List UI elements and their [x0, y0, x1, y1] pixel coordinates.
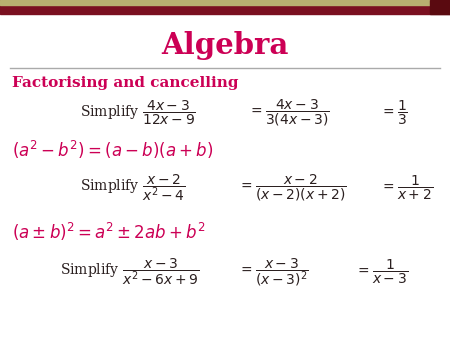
- Text: $=\dfrac{1}{3}$: $=\dfrac{1}{3}$: [380, 99, 408, 127]
- Text: $=\dfrac{1}{x+2}$: $=\dfrac{1}{x+2}$: [380, 174, 433, 202]
- Bar: [0, 0, 450, 5]
- Text: Factorising and cancelling: Factorising and cancelling: [12, 76, 238, 90]
- Text: $=\dfrac{1}{x-3}$: $=\dfrac{1}{x-3}$: [355, 258, 408, 286]
- Text: $(a \pm b)^2 = a^2 \pm 2ab + b^2$: $(a \pm b)^2 = a^2 \pm 2ab + b^2$: [12, 221, 206, 243]
- Bar: [0, 0, 450, 14]
- Text: Simplify $\dfrac{4x-3}{12x-9}$: Simplify $\dfrac{4x-3}{12x-9}$: [80, 99, 196, 127]
- Text: $=\dfrac{x-3}{(x-3)^2}$: $=\dfrac{x-3}{(x-3)^2}$: [238, 256, 309, 288]
- Text: Simplify $\dfrac{x-3}{x^2-6x+9}$: Simplify $\dfrac{x-3}{x^2-6x+9}$: [60, 257, 200, 288]
- Text: $=\dfrac{4x-3}{3(4x-3)}$: $=\dfrac{4x-3}{3(4x-3)}$: [248, 98, 329, 128]
- Text: Simplify $\dfrac{x-2}{x^2-4}$: Simplify $\dfrac{x-2}{x^2-4}$: [80, 172, 185, 203]
- Text: Algebra: Algebra: [161, 30, 289, 59]
- Text: $(a^2 - b^2) = (a - b)(a + b)$: $(a^2 - b^2) = (a - b)(a + b)$: [12, 139, 213, 161]
- Bar: [430, 0, 450, 14]
- Text: $=\dfrac{x-2}{(x-2)(x+2)}$: $=\dfrac{x-2}{(x-2)(x+2)}$: [238, 173, 347, 203]
